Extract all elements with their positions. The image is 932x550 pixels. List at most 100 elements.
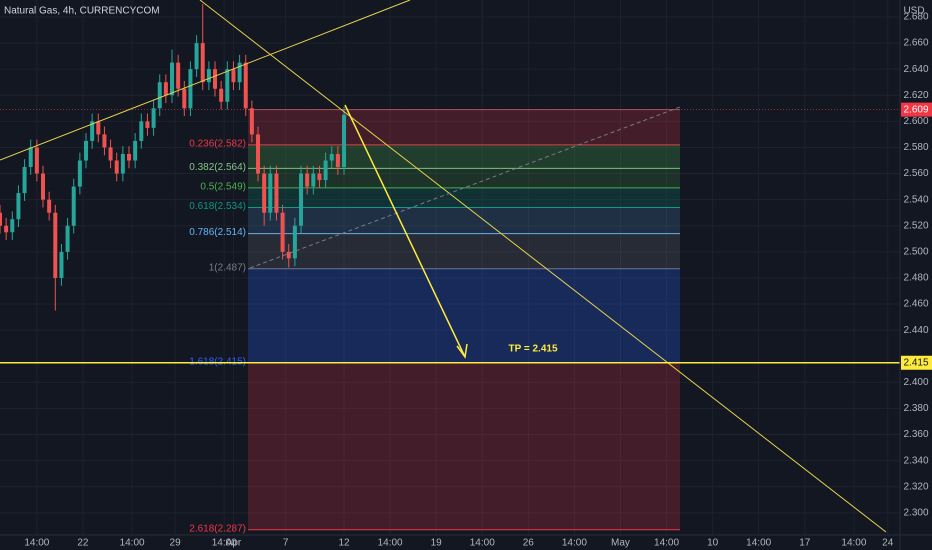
x-tick-label: 10	[707, 538, 719, 549]
price-axis-bg	[900, 0, 932, 550]
candle-body	[280, 212, 285, 252]
candle-body	[219, 88, 224, 102]
candles-layer	[0, 3, 347, 311]
fib-band	[248, 207, 680, 234]
y-tick-label: 2.320	[903, 481, 928, 492]
x-tick-label: 14:00	[24, 538, 49, 549]
y-tick-label: 2.360	[903, 429, 928, 440]
fib-layer: 0.236(2.582) 0.382(2.564) 0.5(2.549) 0.618(…	[0, 109, 900, 534]
candle-body	[53, 212, 58, 278]
y-tick-label: 2.540	[903, 194, 928, 205]
candle-body	[311, 173, 316, 187]
chart-title: Natural Gas, 4h, CURRENCYCOM	[4, 6, 160, 17]
candle-body	[286, 251, 291, 259]
y-tick-label: 2.500	[903, 246, 928, 257]
candle-body	[323, 160, 328, 181]
candle-body	[329, 153, 334, 161]
candle-body	[65, 225, 70, 252]
candle-body	[194, 43, 199, 70]
x-tick-label: 12	[338, 538, 350, 549]
candle-body	[335, 153, 340, 168]
y-tick-label: 2.640	[903, 64, 928, 75]
arrow-head	[456, 343, 468, 359]
y-tick-label: 2.380	[903, 403, 928, 414]
fib-label: 1(2.487)	[209, 262, 246, 273]
last-price-tag	[901, 102, 932, 117]
x-tick-label: 14:00	[841, 538, 866, 549]
candle-body	[176, 62, 181, 89]
candle-body	[200, 43, 205, 83]
candle-body	[145, 121, 150, 128]
fib-label: 0.5(2.549)	[200, 182, 246, 193]
candle-body	[243, 62, 248, 109]
candle-body	[28, 147, 33, 168]
y-tick-label: 2.520	[903, 220, 928, 231]
fib-label: 0.236(2.582)	[189, 138, 246, 149]
fib-label: 0.786(2.514)	[189, 227, 246, 238]
annotation: TP = 2.415	[508, 344, 557, 355]
x-tick-label: 22	[77, 538, 89, 549]
x-tick-label: 14:00	[378, 538, 403, 549]
y-tick-label: 2.480	[903, 273, 928, 284]
y-tick-label: 2.440	[903, 325, 928, 336]
fib-band	[248, 168, 680, 188]
fib-label: 1.618(2.415)	[189, 356, 246, 367]
candle-body	[59, 251, 64, 278]
candle-body	[41, 173, 46, 200]
candle-body	[225, 69, 230, 102]
candle-body	[127, 153, 132, 161]
candle-body	[139, 121, 144, 141]
candle-body	[90, 121, 95, 141]
candle-body	[22, 167, 27, 194]
time-axis-bg	[0, 535, 932, 550]
candle-body	[34, 147, 39, 174]
candle-body	[342, 114, 347, 168]
candle-body	[188, 69, 193, 109]
candle-body	[71, 186, 76, 226]
fib-band	[248, 362, 680, 530]
price-tag-label: 2.415	[903, 357, 928, 368]
x-tick-label: 19	[431, 538, 443, 549]
y-tick-label: 2.620	[903, 90, 928, 101]
last-price-label: 2.609	[903, 104, 928, 115]
candle-body	[16, 193, 21, 220]
candle-body	[157, 82, 162, 109]
x-tick-label: 14:00	[562, 538, 587, 549]
x-tick-label: 14:00	[120, 538, 145, 549]
drawings-layer	[0, 0, 900, 533]
x-tick-label: May	[611, 538, 630, 549]
candle-body	[47, 199, 52, 213]
candle-body	[170, 62, 175, 96]
y-tick-label: 2.560	[903, 168, 928, 179]
trend-line	[0, 0, 411, 161]
grid-layer	[0, 0, 900, 535]
candle-body	[262, 173, 267, 213]
candle-body	[206, 69, 211, 83]
candle-body	[114, 160, 119, 174]
candle-body	[317, 173, 322, 181]
price-tag	[901, 355, 932, 370]
y-tick-label: 2.580	[903, 142, 928, 153]
x-tick-label: 26	[523, 538, 535, 549]
y-tick-label: 2.300	[903, 507, 928, 518]
x-tick-label: 14:00	[654, 538, 679, 549]
arrow-line	[344, 104, 466, 358]
fib-label: 0.618(2.534)	[189, 201, 246, 212]
candle-body	[77, 160, 82, 187]
candle-body	[182, 88, 187, 109]
x-tick-label: 14:00	[746, 538, 771, 549]
candle-body	[4, 225, 9, 233]
candle-body	[96, 121, 101, 135]
y-tick-label: 2.660	[903, 38, 928, 49]
y-tick-label: 2.460	[903, 299, 928, 310]
candle-body	[299, 173, 304, 226]
x-tick-label: 17	[799, 538, 811, 549]
fib-band	[248, 144, 680, 169]
candle-body	[108, 147, 113, 161]
candle-body	[163, 82, 168, 96]
candle-body	[151, 108, 156, 128]
candle-body	[10, 219, 15, 233]
fib-label: 0.382(2.564)	[189, 162, 246, 173]
